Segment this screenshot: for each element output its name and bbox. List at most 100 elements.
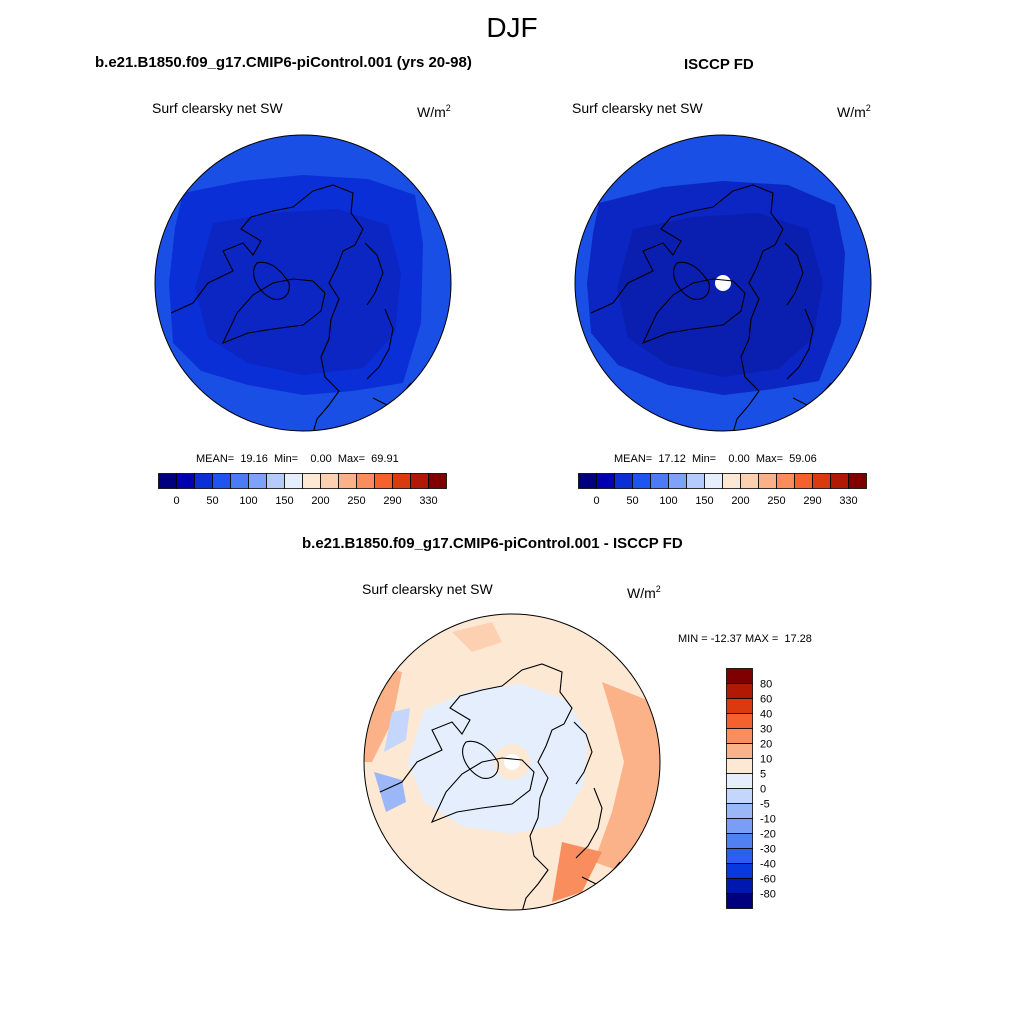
colorbar-tick-label: 200 [311,495,329,507]
colorbar-tick-label: 10 [760,754,772,766]
colorbar-swatch [726,863,753,879]
colorbar-tick-label: 330 [839,495,857,507]
colorbar-tick-label: -80 [760,889,776,901]
colorbar-tick-label: 250 [767,495,785,507]
colorbar-tick-label: 20 [760,739,772,751]
panel-2-variable: Surf clearsky net SW [572,100,703,116]
colorbar-swatch [726,713,753,729]
panel-3-variable: Surf clearsky net SW [362,581,493,597]
colorbar-tick-label: 100 [239,495,257,507]
colorbar-swatch [212,473,231,489]
colorbar-swatch [686,473,705,489]
colorbar-swatch [338,473,357,489]
colorbar-swatch [356,473,375,489]
colorbar-swatch [830,473,849,489]
colorbar-tick-label: 30 [760,724,772,736]
colorbar-tick-label: 100 [659,495,677,507]
colorbar-swatch [726,728,753,744]
colorbar-swatch [726,848,753,864]
colorbar-tick-label: -40 [760,859,776,871]
colorbar-tick-label: -30 [760,844,776,856]
colorbar-swatch [176,473,195,489]
colorbar-tick-label: 250 [347,495,365,507]
colorbar-swatch [726,683,753,699]
colorbar-tick-label: 330 [419,495,437,507]
colorbar-swatch [668,473,687,489]
colorbar-swatch [614,473,633,489]
panel-2-stats: MEAN= 17.12 Min= 0.00 Max= 59.06 [614,453,817,465]
colorbar-tick-label: 5 [760,769,766,781]
panel-3-stats: MIN = -12.37 MAX = 17.28 [678,633,812,645]
panel-2-title: ISCCP FD [684,56,754,73]
colorbar-swatch [726,893,753,909]
panel-3-colorbar: 80 60 40 30 20 10 5 0 -5 -10 -20 -30 -40 -60 -80 [726,668,776,909]
panel-1-unit: W/m2 [417,103,451,120]
colorbar-tick-label: 290 [803,495,821,507]
colorbar-tick-label: 150 [275,495,293,507]
colorbar-swatch [726,803,753,819]
colorbar-swatch [284,473,303,489]
colorbar-swatch [230,473,249,489]
colorbar-swatch [726,818,753,834]
colorbar-tick-label: -20 [760,829,776,841]
panel-1-map [154,134,452,432]
panel-1-colorbar: 0 50 100 150 200 250 290 330 [158,473,447,507]
colorbar-tick-label: 200 [731,495,749,507]
colorbar-swatch [726,668,753,684]
panel-2-map [574,134,872,432]
colorbar-tick-label: 0 [760,784,766,796]
colorbar-swatch [794,473,813,489]
colorbar-tick-label: 80 [760,679,772,691]
colorbar-swatch [248,473,267,489]
panel-3-unit: W/m2 [627,584,661,601]
colorbar-swatch [596,473,615,489]
colorbar-tick-label: 40 [760,709,772,721]
panel-2-coastlines [590,184,832,431]
colorbar-swatch [726,788,753,804]
colorbar-swatch [302,473,321,489]
colorbar-swatch [704,473,723,489]
colorbar-swatch [848,473,867,489]
colorbar-tick-label: -5 [760,799,770,811]
colorbar-tick-label: 50 [626,495,638,507]
colorbar-swatch [578,473,597,489]
colorbar-swatch [812,473,831,489]
colorbar-tick-label: 0 [593,495,599,507]
colorbar-swatch [726,773,753,789]
colorbar-swatch [410,473,429,489]
colorbar-swatch [320,473,339,489]
colorbar-swatch [726,698,753,714]
colorbar-swatch [740,473,759,489]
colorbar-tick-label: 150 [695,495,713,507]
panel-3-title: b.e21.B1850.f09_g17.CMIP6-piControl.001 … [302,535,683,552]
panel-3-coastlines [379,663,621,910]
colorbar-swatch [632,473,651,489]
colorbar-swatch [726,878,753,894]
panel-3-map [363,613,661,911]
colorbar-swatch [726,833,753,849]
colorbar-swatch [650,473,669,489]
panel-2-colorbar: 0 50 100 150 200 250 290 330 [578,473,867,507]
colorbar-tick-label: 50 [206,495,218,507]
colorbar-tick-label: -60 [760,874,776,886]
colorbar-swatch [194,473,213,489]
colorbar-tick-label: 60 [760,694,772,706]
colorbar-swatch [374,473,393,489]
panel-1-stats: MEAN= 19.16 Min= 0.00 Max= 69.91 [196,453,399,465]
panel-2-unit: W/m2 [837,103,871,120]
colorbar-swatch [722,473,741,489]
colorbar-swatch [266,473,285,489]
panel-1-variable: Surf clearsky net SW [152,100,283,116]
colorbar-swatch [428,473,447,489]
colorbar-tick-label: -10 [760,814,776,826]
colorbar-tick-label: 0 [173,495,179,507]
colorbar-tick-label: 290 [383,495,401,507]
colorbar-swatch [726,743,753,759]
colorbar-swatch [726,758,753,774]
colorbar-swatch [776,473,795,489]
colorbar-swatch [392,473,411,489]
colorbar-swatch [158,473,177,489]
season-title: DJF [486,12,538,43]
panel-1-title: b.e21.B1850.f09_g17.CMIP6-piControl.001 … [95,54,472,71]
colorbar-swatch [758,473,777,489]
